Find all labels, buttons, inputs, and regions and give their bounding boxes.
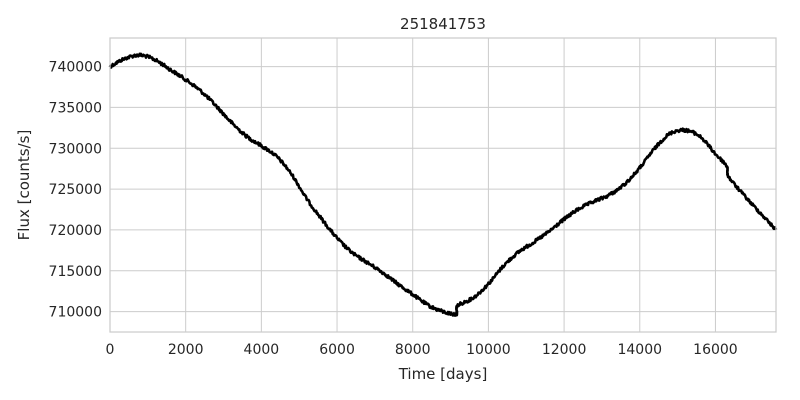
y-tick-label: 740000: [49, 60, 102, 76]
y-tick-labels: 710000 715000 720000 725000 730000 735000 7400…: [49, 60, 102, 321]
y-axis-title: Flux [counts/s]: [15, 130, 33, 241]
x-tick-label: 6000: [319, 342, 355, 358]
series-layer: [108, 52, 778, 317]
x-tick-label: 16000: [693, 342, 738, 358]
x-tick-labels: 0 2000 4000 6000 8000 10000 12000 14000 16000: [106, 342, 738, 358]
y-tick-label: 725000: [49, 182, 102, 198]
x-tick-label: 12000: [542, 342, 587, 358]
flux-series-line: [108, 52, 778, 317]
x-tick-label: 2000: [168, 342, 204, 358]
x-tick-label: 0: [106, 342, 115, 358]
y-tick-label: 735000: [49, 100, 102, 116]
plot-background: [110, 38, 776, 332]
plot-frame: [109, 37, 777, 333]
y-tick-label: 710000: [49, 305, 102, 321]
y-tick-label: 730000: [49, 141, 102, 157]
x-tick-label: 14000: [617, 342, 662, 358]
x-tick-label: 10000: [466, 342, 511, 358]
x-gridlines: [109, 38, 716, 332]
chart-title: 251841753: [400, 15, 486, 33]
y-tick-label: 715000: [49, 264, 102, 280]
y-gridlines: [110, 66, 776, 313]
y-tick-label: 720000: [49, 223, 102, 239]
x-axis-title: Time [days]: [398, 365, 488, 383]
x-tick-label: 4000: [244, 342, 280, 358]
x-tick-label: 8000: [395, 342, 431, 358]
